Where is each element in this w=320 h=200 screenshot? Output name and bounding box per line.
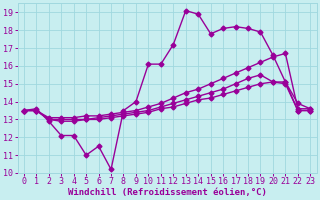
X-axis label: Windchill (Refroidissement éolien,°C): Windchill (Refroidissement éolien,°C)	[68, 188, 267, 197]
